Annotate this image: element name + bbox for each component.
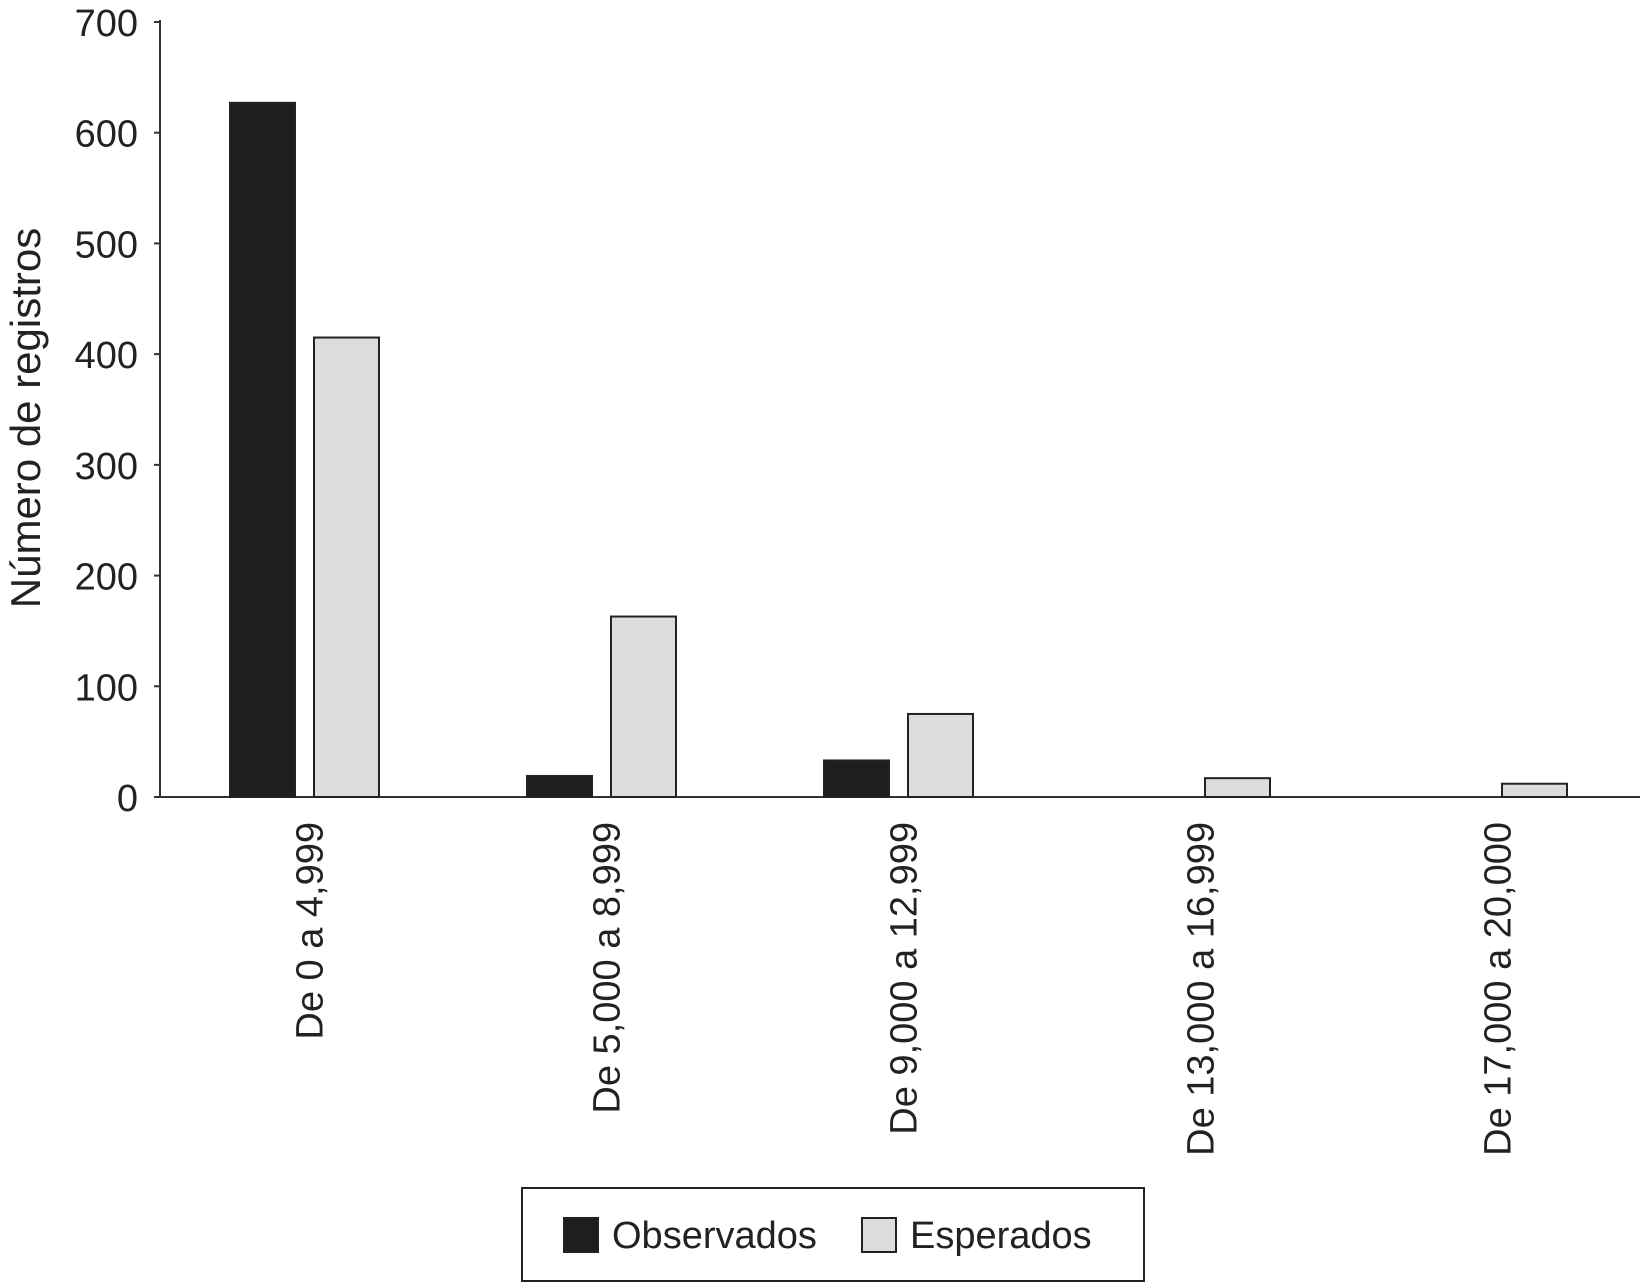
bar-esperados-4 — [1501, 782, 1568, 799]
bar-esperados-1 — [610, 615, 677, 798]
legend-box — [521, 1187, 1145, 1282]
axis-labels: 0 100 200 300 400 500 600 700 Número de registro… — [2, 3, 1520, 1156]
y-tick-label: 200 — [75, 557, 138, 599]
bar-observados-0 — [229, 101, 296, 799]
legend-swatch-observados — [563, 1217, 599, 1253]
x-tick-label: De 9,000 a 12,999 — [884, 822, 926, 1135]
bar-observados-1 — [526, 774, 593, 799]
bar-observados-2 — [823, 759, 890, 799]
x-tick-label: De 13,000 a 16,999 — [1181, 822, 1223, 1156]
legend-label-observados: Observados — [612, 1215, 817, 1257]
y-tick-label: 700 — [75, 3, 138, 45]
axes — [154, 20, 1640, 798]
legend-swatch-esperados — [861, 1217, 897, 1253]
bar-esperados-3 — [1204, 777, 1271, 799]
y-tick-label: 400 — [75, 335, 138, 377]
y-tick-label: 600 — [75, 114, 138, 156]
y-axis-title: Número de registros — [2, 228, 49, 608]
x-tick-label: De 17,000 a 20,000 — [1478, 822, 1520, 1156]
y-tick-label: 300 — [75, 446, 138, 488]
x-tick-label: De 5,000 a 8,999 — [587, 822, 629, 1114]
bar-esperados-0 — [313, 336, 380, 798]
bars — [229, 101, 1568, 799]
legend-label-esperados: Esperados — [910, 1215, 1092, 1257]
y-tick-label: 500 — [75, 224, 138, 266]
legend: Observados Esperados — [521, 1187, 1145, 1282]
y-tick-label: 0 — [117, 778, 138, 820]
x-tick-label: De 0 a 4,999 — [290, 822, 332, 1040]
bar-esperados-2 — [907, 712, 974, 799]
y-tick-label: 100 — [75, 667, 138, 709]
